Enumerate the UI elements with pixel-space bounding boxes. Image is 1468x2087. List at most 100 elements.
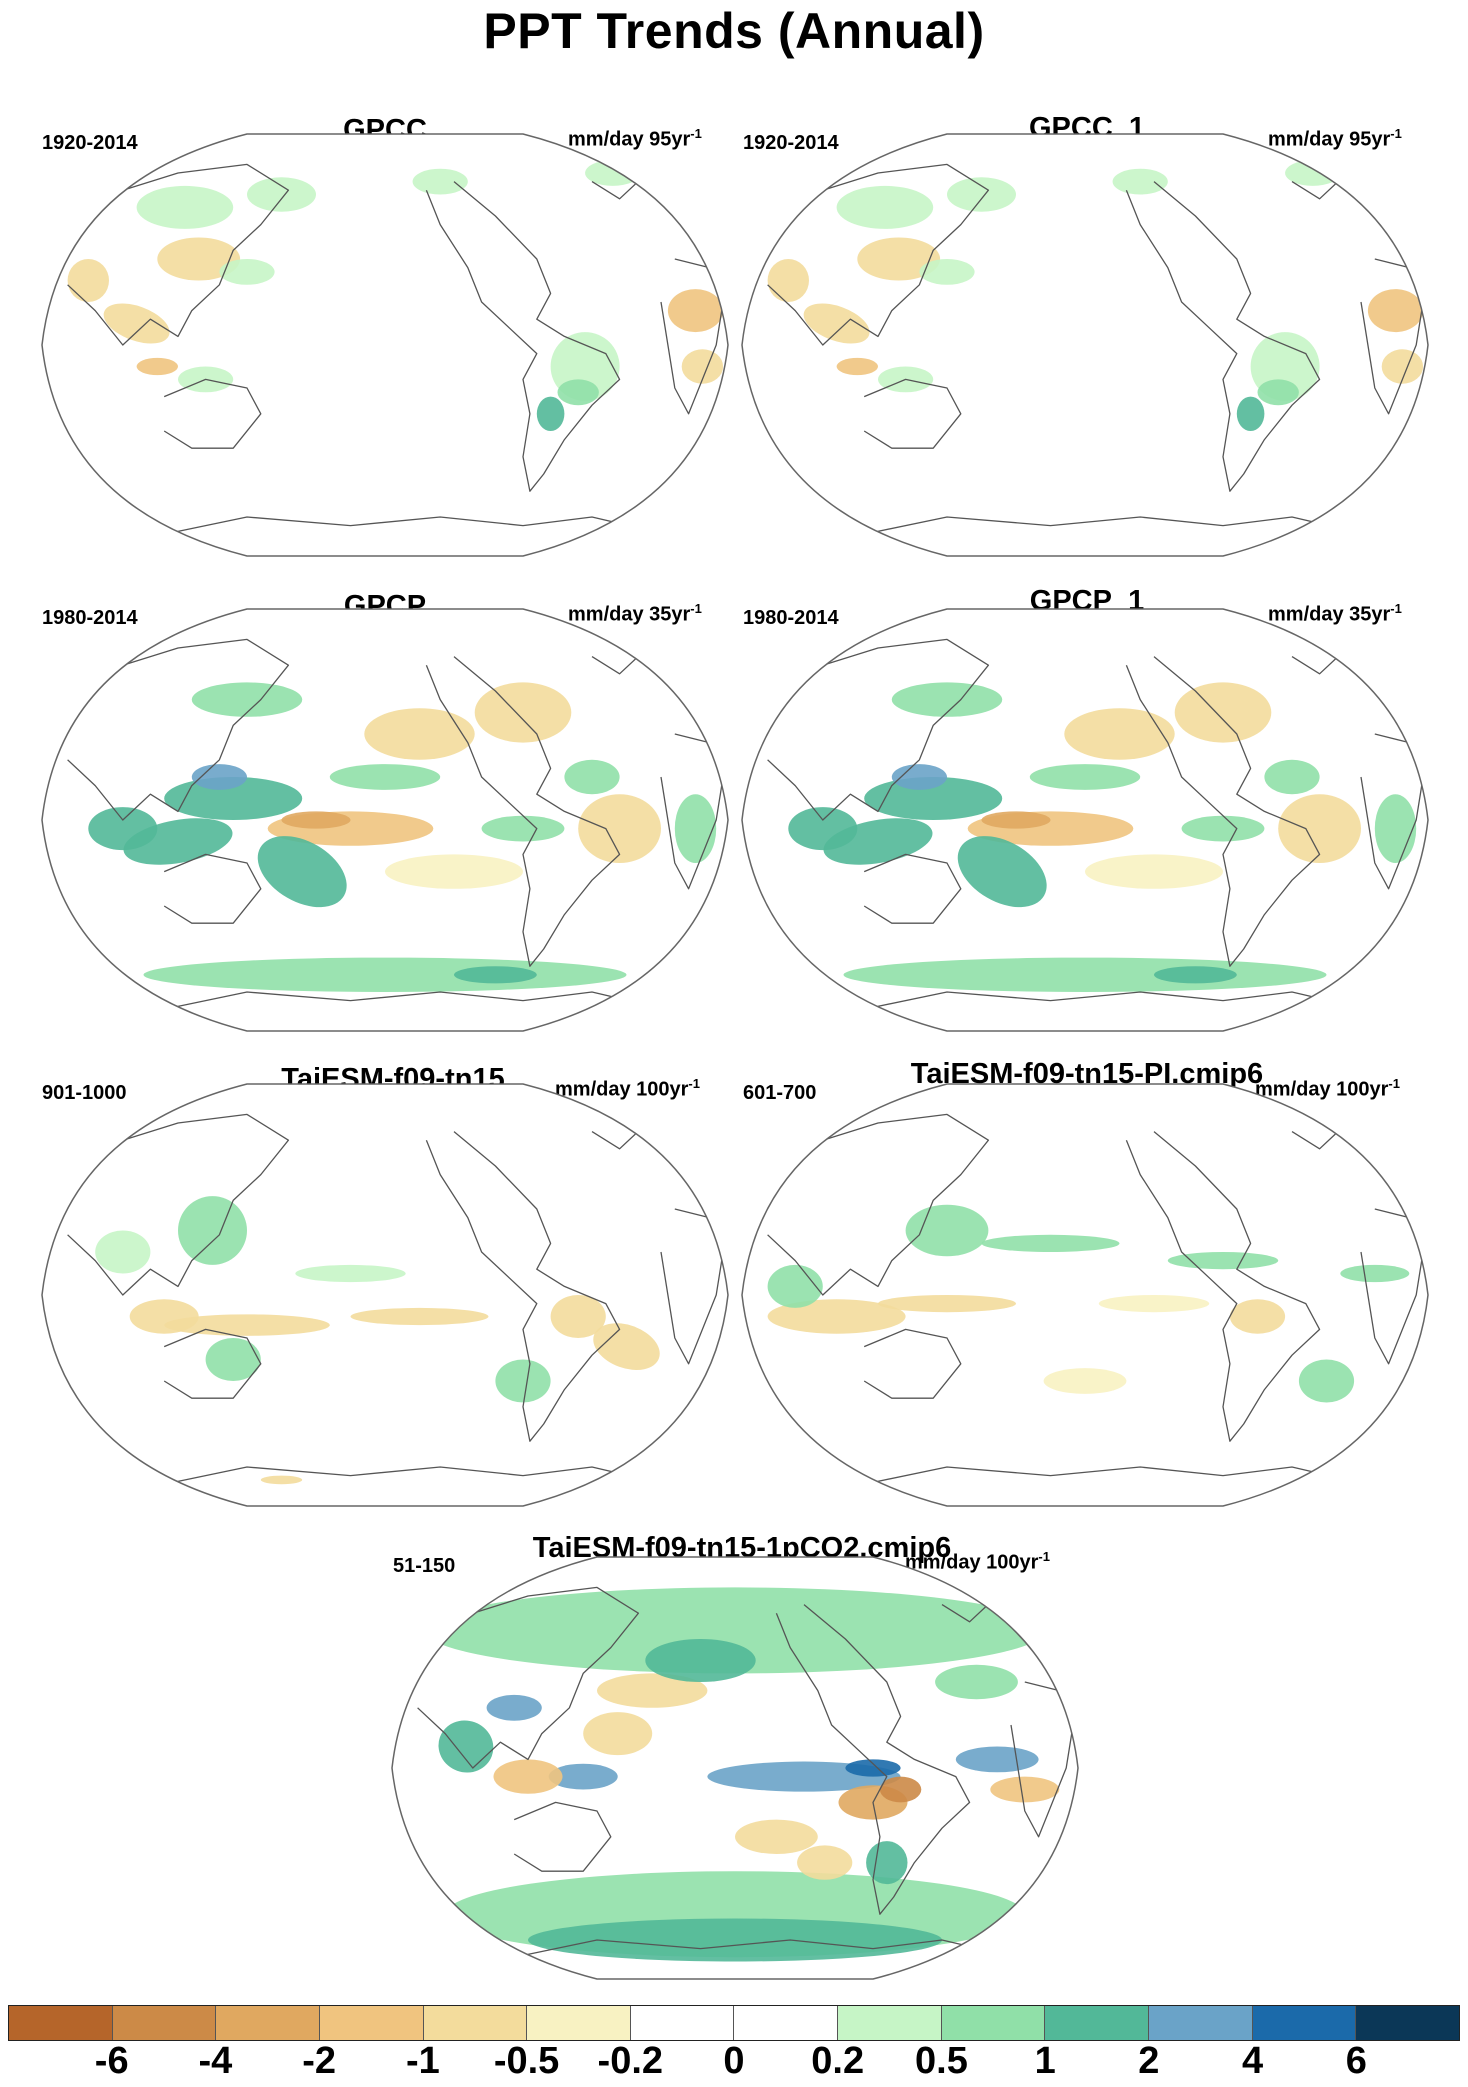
trend-blob	[1085, 854, 1223, 889]
trend-blob	[129, 1299, 199, 1334]
trend-blob	[1367, 289, 1424, 333]
trend-blob	[424, 1587, 1046, 1674]
trend-field	[53, 146, 724, 535]
figure-title: PPT Trends (Annual)	[483, 3, 985, 59]
trend-blob	[803, 303, 870, 344]
panel-units-exponent: -1	[1390, 126, 1402, 141]
trend-blob	[836, 185, 934, 229]
coastline	[403, 1586, 640, 1769]
trend-blob	[797, 1845, 853, 1880]
colorbar-box	[630, 2006, 735, 2040]
trend-blob	[178, 1196, 247, 1265]
trend-blob	[495, 1359, 551, 1403]
colorbar-label: 2	[1138, 2040, 1160, 2082]
trend-blob	[597, 1673, 708, 1708]
colorbar-box	[216, 2006, 320, 2040]
map-outline	[741, 1083, 1429, 1507]
trend-blob	[935, 1664, 1018, 1700]
trend-blob	[1098, 1295, 1210, 1313]
panel-period: 51-150	[393, 1555, 456, 1577]
trend-blob	[350, 1307, 489, 1326]
panel-period: 1920-2014	[42, 132, 138, 154]
coastline	[1125, 656, 1321, 967]
trend-blob	[735, 1819, 818, 1854]
trend-blob	[788, 807, 858, 851]
colorbar-label: 6	[1345, 2040, 1367, 2082]
trend-blob	[219, 259, 275, 285]
trend-blob	[866, 1841, 908, 1885]
panel-units-exponent: -1	[690, 126, 702, 141]
trend-blob	[593, 1323, 660, 1370]
trend-blob	[329, 764, 441, 790]
coastline	[425, 656, 621, 967]
trend-blob	[1298, 1359, 1355, 1403]
trend-blob	[891, 682, 1003, 717]
coastline	[753, 163, 990, 346]
panel-units-text: mm/day 100yr	[1255, 1078, 1389, 1101]
colorbar-label: 0	[723, 2040, 745, 2082]
trend-blob	[474, 682, 572, 743]
trend-blob	[295, 1264, 406, 1283]
trend-blob	[878, 1295, 1016, 1313]
trend-blob	[981, 1234, 1120, 1252]
trend-blob	[1340, 1264, 1410, 1283]
panel-units-exponent: -1	[1388, 1076, 1400, 1091]
coastline	[163, 853, 262, 924]
panel-units-text: mm/day 35yr	[1268, 603, 1391, 626]
panel-period: 1980-2014	[743, 607, 839, 629]
trend-blob	[143, 957, 627, 992]
coastline	[753, 638, 990, 821]
coastline	[863, 1328, 962, 1399]
trend-blob	[845, 1759, 901, 1777]
panel-units-text: mm/day 95yr	[1268, 128, 1391, 151]
trend-blob	[1381, 349, 1424, 384]
colorbar-box	[423, 2006, 528, 2040]
trend-blob	[1229, 1299, 1286, 1334]
coastline	[775, 1604, 971, 1915]
coastline	[163, 1328, 262, 1399]
trend-blob	[1257, 379, 1299, 406]
panel-units-text: mm/day 100yr	[555, 1078, 689, 1101]
coastline	[164, 1466, 648, 1485]
colorbar-box	[527, 2006, 631, 2040]
panel-period: 1980-2014	[42, 607, 138, 629]
world-map	[741, 133, 1429, 557]
panel-period: 601-700	[743, 1082, 817, 1104]
panel-units: mm/day 35yr-1	[1268, 601, 1402, 627]
trend-blob	[257, 836, 347, 908]
map-outline	[41, 608, 729, 1032]
colorbar-box	[734, 2006, 839, 2040]
coastline	[514, 1939, 998, 1958]
colorbar-label: -0.5	[493, 2040, 560, 2082]
trend-blob	[857, 237, 941, 281]
trend-blob	[843, 957, 1327, 992]
trend-blob	[95, 1230, 151, 1274]
trend-field	[53, 1096, 724, 1485]
colorbar-label: -4	[198, 2040, 233, 2082]
trend-blob	[136, 357, 178, 376]
trend-blob	[645, 1639, 756, 1682]
coastline	[164, 991, 648, 1010]
colorbar-box	[1045, 2006, 1150, 2040]
trend-blob	[364, 708, 475, 760]
coastline	[753, 1113, 990, 1296]
trend-blob	[1181, 815, 1265, 842]
colorbar-box	[9, 2006, 113, 2040]
coastline	[164, 516, 648, 535]
trend-blob	[947, 177, 1016, 212]
panel-units: mm/day 100yr-1	[1255, 1076, 1400, 1102]
trend-blob	[1174, 682, 1272, 743]
trend-blob	[836, 357, 878, 376]
trend-field	[753, 621, 1424, 1010]
trend-blob	[260, 1475, 303, 1485]
colorbar	[8, 2005, 1460, 2041]
colorbar-box	[112, 2006, 217, 2040]
trend-blob	[536, 396, 565, 431]
coastline	[425, 181, 621, 492]
trend-blob	[1112, 168, 1168, 195]
colorbar-box	[941, 2006, 1046, 2040]
coastline	[864, 991, 1348, 1010]
panel-units-text: mm/day 35yr	[568, 603, 691, 626]
colorbar-label: 0.2	[811, 2040, 865, 2082]
coastline	[1125, 181, 1321, 492]
